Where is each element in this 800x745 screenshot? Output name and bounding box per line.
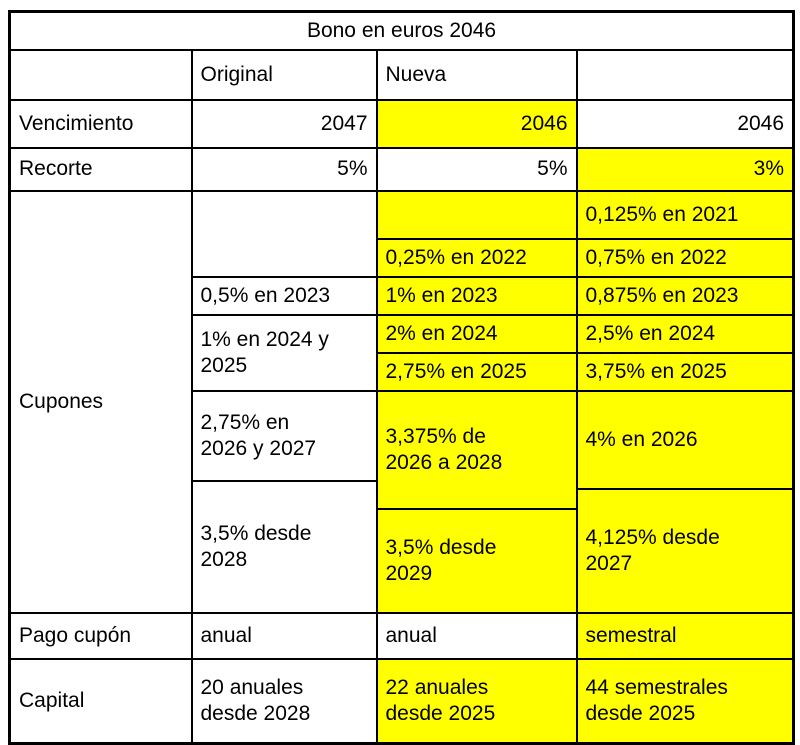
header-original: Original — [190, 49, 378, 101]
cupones-cell: 3,75% en 2025 — [578, 354, 792, 392]
cupones-cell: 0,125% en 2021 — [578, 193, 792, 240]
cupones-cell: 1% en 2023 — [378, 278, 575, 316]
cupones-cell: 0,75% en 2022 — [578, 240, 792, 278]
cell-vencimiento-nueva: 2046 — [375, 99, 578, 149]
header-empty-left — [8, 49, 193, 101]
row-pago-cupon: Pago cupón anual anual semestral — [8, 612, 795, 660]
row-recorte: Recorte 5% 5% 3% — [8, 147, 795, 192]
bond-table: Bono en euros 2046 Original Nueva Vencim… — [8, 10, 796, 745]
title-row: Bono en euros 2046 — [8, 10, 795, 51]
row-label-pago-cupon: Pago cupón — [8, 612, 193, 660]
cupones-cell: 3,5% desde 2028 — [200, 521, 312, 571]
cupones-cell: 2,5% en 2024 — [578, 316, 792, 354]
cupones-cell — [378, 193, 575, 240]
cell-recorte-tercera: 3% — [575, 147, 795, 192]
cell-pago-original: anual — [190, 612, 378, 660]
cupones-cell: 3,5% desde 2029 — [385, 535, 497, 585]
table-title: Bono en euros 2046 — [8, 10, 795, 51]
cell-recorte-original: 5% — [190, 147, 378, 192]
cupones-cell: 4% en 2026 — [578, 392, 792, 490]
cupones-cell: 2,75% en 2025 — [378, 354, 575, 392]
cupones-cell: 0,5% en 2023 — [193, 278, 375, 316]
cupones-cell: 4,125% desde 2027 — [585, 525, 720, 575]
row-capital: Capital 20 anuales desde 2028 22 anuales… — [8, 658, 795, 745]
row-label-capital: Capital — [8, 658, 193, 745]
row-label-vencimiento: Vencimiento — [8, 99, 193, 149]
cupones-cell: 2,75% en 2026 y 2027 — [193, 392, 375, 482]
cupones-cell: 3,375% de 2026 a 2028 — [378, 392, 575, 510]
cupones-cell: 1% en 2024 y 2025 — [193, 316, 375, 392]
cell-capital-nueva: 22 anuales desde 2025 — [375, 658, 578, 745]
row-vencimiento: Vencimiento 2047 2046 2046 — [8, 99, 795, 149]
row-label-recorte: Recorte — [8, 147, 193, 192]
cupones-cell: 2% en 2024 — [378, 316, 575, 354]
header-empty-right — [575, 49, 795, 101]
cupones-cell: 0,875% en 2023 — [578, 278, 792, 316]
cupones-nueva-stack: 0,25% en 2022 1% en 2023 2% en 2024 2,75… — [378, 193, 575, 611]
cell-vencimiento-tercera: 2046 — [575, 99, 795, 149]
cell-pago-nueva: anual — [375, 612, 578, 660]
cell-recorte-nueva: 5% — [375, 147, 578, 192]
row-cupones: Cupones 0,5% en 2023 1% en 2024 y 2025 2… — [8, 190, 795, 614]
header-row: Original Nueva — [8, 49, 795, 101]
cupones-original-stack: 0,5% en 2023 1% en 2024 y 2025 2,75% en … — [193, 193, 375, 611]
cupones-tercera-stack: 0,125% en 2021 0,75% en 2022 0,875% en 2… — [578, 193, 792, 611]
cupones-nueva-column: 0,25% en 2022 1% en 2023 2% en 2024 2,75… — [375, 190, 578, 614]
cupones-original-column: 0,5% en 2023 1% en 2024 y 2025 2,75% en … — [190, 190, 378, 614]
header-nueva: Nueva — [375, 49, 578, 101]
cell-capital-original: 20 anuales desde 2028 — [190, 658, 378, 745]
spreadsheet-page: Bono en euros 2046 Original Nueva Vencim… — [8, 10, 796, 745]
cell-capital-tercera: 44 semestrales desde 2025 — [575, 658, 795, 745]
row-label-cupones: Cupones — [8, 190, 193, 614]
cupones-cell: 0,25% en 2022 — [378, 240, 575, 278]
cupones-tercera-column: 0,125% en 2021 0,75% en 2022 0,875% en 2… — [575, 190, 795, 614]
cell-vencimiento-original: 2047 — [190, 99, 378, 149]
cell-pago-tercera: semestral — [575, 612, 795, 660]
cupones-cell — [193, 193, 375, 278]
